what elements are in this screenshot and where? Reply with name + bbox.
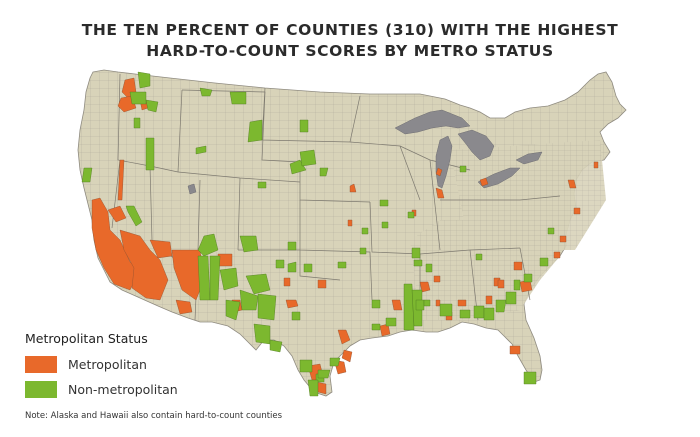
legend-title: Metropolitan Status <box>25 331 148 346</box>
title-line-2: HARD-TO-COUNT SCORES BY METRO STATUS <box>146 42 554 60</box>
nonmetro-counties <box>81 71 555 397</box>
legend-label: Non-metropolitan <box>68 381 178 397</box>
legend-label: Metropolitan <box>68 356 147 372</box>
map-title: THE TEN PERCENT OF COUNTIES (310) WITH T… <box>0 20 700 62</box>
metropolitan-swatch <box>25 355 57 373</box>
state-borders <box>111 73 561 321</box>
lake-huron <box>457 129 495 161</box>
legend: Metropolitan Status Metropolitan Non-met… <box>25 331 178 403</box>
title-line-1: THE TEN PERCENT OF COUNTIES (310) WITH T… <box>81 21 619 39</box>
lake-superior <box>394 109 471 135</box>
lake-ontario <box>515 151 543 165</box>
lake-erie <box>477 167 521 189</box>
footnote: Note: Alaska and Hawaii also contain har… <box>25 411 283 421</box>
metro-counties <box>91 77 599 395</box>
great-salt-lake <box>187 183 197 195</box>
legend-item-non-metropolitan: Non-metropolitan <box>25 378 178 400</box>
legend-item-metropolitan: Metropolitan <box>25 353 178 375</box>
non-metropolitan-swatch <box>25 380 57 398</box>
